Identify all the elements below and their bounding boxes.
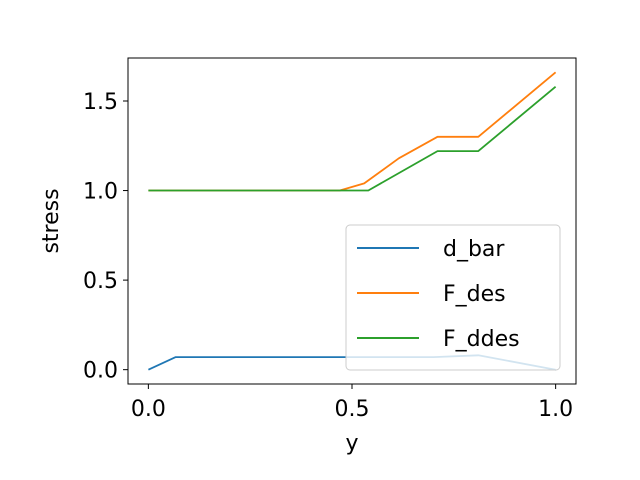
y-tick-label: 0.0 xyxy=(83,359,118,384)
legend-label: F_des xyxy=(443,282,506,307)
legend-label: F_ddes xyxy=(443,327,520,352)
y-tick-label: 1.0 xyxy=(83,180,118,205)
y-axis-label: stress xyxy=(39,188,64,253)
legend-label: d_bar xyxy=(443,237,505,262)
x-axis-ticks: 0.0 0.5 1.0 xyxy=(131,384,573,422)
legend-entries: d_bar F_des F_ddes xyxy=(357,237,520,352)
x-axis-label: y xyxy=(345,431,358,456)
legend-frame xyxy=(345,224,561,371)
legend: d_bar F_des F_ddes xyxy=(345,224,561,371)
series-line-f-ddes xyxy=(148,86,557,192)
y-tick-label: 0.5 xyxy=(83,269,118,294)
y-tick-label: 1.5 xyxy=(83,90,118,115)
y-axis-ticks: 0.0 0.5 1.0 1.5 xyxy=(83,90,128,384)
x-tick-label: 0.5 xyxy=(335,397,370,422)
x-tick-label: 1.0 xyxy=(538,397,573,422)
x-tick-label: 0.0 xyxy=(131,397,166,422)
